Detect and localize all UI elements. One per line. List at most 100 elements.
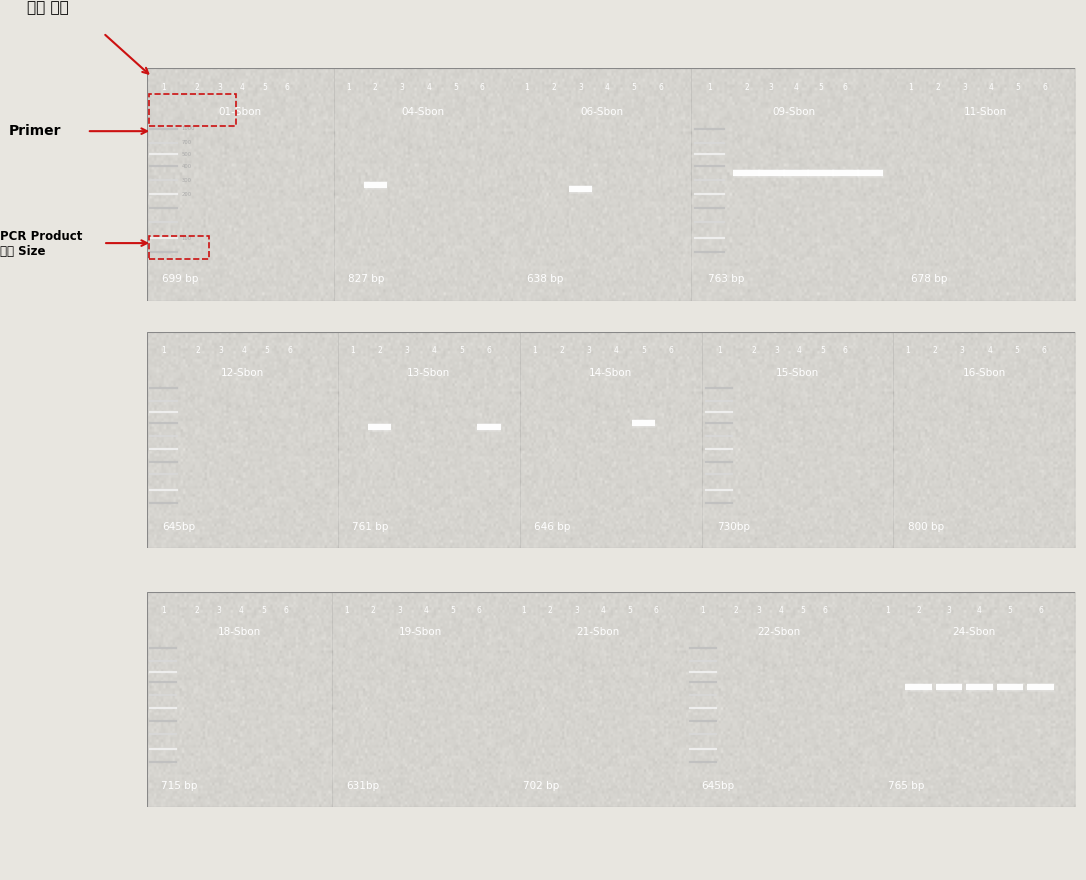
Text: 730bp: 730bp xyxy=(717,522,750,532)
Text: 15-Sbon: 15-Sbon xyxy=(775,368,819,378)
Text: 1: 1 xyxy=(717,346,721,356)
Text: 400: 400 xyxy=(181,164,191,169)
Text: 646 bp: 646 bp xyxy=(534,522,571,532)
Text: 4: 4 xyxy=(987,346,992,356)
Text: 4: 4 xyxy=(424,605,429,615)
Text: 5: 5 xyxy=(265,346,269,356)
Text: 3: 3 xyxy=(947,605,951,615)
Text: 1: 1 xyxy=(707,84,712,92)
Text: 3: 3 xyxy=(960,346,964,356)
Text: 1: 1 xyxy=(350,346,355,356)
Text: 5: 5 xyxy=(450,605,455,615)
Text: 3: 3 xyxy=(756,605,761,615)
Text: 19-Sbon: 19-Sbon xyxy=(400,627,442,637)
Text: 1: 1 xyxy=(525,84,529,92)
Text: 4: 4 xyxy=(614,346,619,356)
Text: 5: 5 xyxy=(800,605,806,615)
Text: 1000: 1000 xyxy=(181,127,194,131)
Text: 2: 2 xyxy=(744,84,749,92)
Text: 6: 6 xyxy=(843,346,848,356)
Text: 01-Sbon: 01-Sbon xyxy=(218,106,262,117)
Text: 761 bp: 761 bp xyxy=(352,522,389,532)
Text: 3: 3 xyxy=(578,84,583,92)
Text: 균주 번호: 균주 번호 xyxy=(27,0,68,15)
Text: 06-Sbon: 06-Sbon xyxy=(580,106,623,117)
Text: 5: 5 xyxy=(459,346,464,356)
Text: 765 bp: 765 bp xyxy=(888,781,924,791)
Text: 1: 1 xyxy=(162,346,166,356)
Text: 4: 4 xyxy=(601,605,605,615)
Text: 3: 3 xyxy=(769,84,773,92)
Text: 100: 100 xyxy=(181,236,191,241)
Text: 4: 4 xyxy=(605,84,609,92)
Text: 200: 200 xyxy=(181,192,191,196)
Text: 5: 5 xyxy=(641,346,646,356)
Text: 6: 6 xyxy=(1038,605,1043,615)
Text: 6: 6 xyxy=(669,346,673,356)
Text: 3: 3 xyxy=(397,605,402,615)
Text: 2: 2 xyxy=(194,84,200,92)
Text: 5: 5 xyxy=(820,346,824,356)
Text: 6: 6 xyxy=(658,84,664,92)
Text: 2: 2 xyxy=(370,605,376,615)
Text: 5: 5 xyxy=(453,84,458,92)
Text: 22-Sbon: 22-Sbon xyxy=(757,627,800,637)
Text: 3: 3 xyxy=(586,346,592,356)
Text: 4: 4 xyxy=(427,84,431,92)
Text: 6: 6 xyxy=(843,84,848,92)
Text: 4: 4 xyxy=(239,605,243,615)
Text: 6: 6 xyxy=(654,605,658,615)
Text: 24-Sbon: 24-Sbon xyxy=(951,627,995,637)
Text: 2: 2 xyxy=(933,346,937,356)
Text: PCR Product
예상 Size: PCR Product 예상 Size xyxy=(0,230,83,258)
Text: 6: 6 xyxy=(1041,346,1047,356)
Text: 702 bp: 702 bp xyxy=(523,781,559,791)
Text: 4: 4 xyxy=(432,346,437,356)
Text: 6: 6 xyxy=(288,346,292,356)
Text: 5: 5 xyxy=(818,84,823,92)
Text: 6: 6 xyxy=(285,84,290,92)
Text: 12-Sbon: 12-Sbon xyxy=(220,368,264,378)
Text: 645bp: 645bp xyxy=(162,522,195,532)
Text: 4: 4 xyxy=(977,605,982,615)
Text: 5: 5 xyxy=(1008,605,1012,615)
Text: 2: 2 xyxy=(752,346,756,356)
Text: 5: 5 xyxy=(263,84,267,92)
Text: 1: 1 xyxy=(906,346,910,356)
Text: 5: 5 xyxy=(261,605,266,615)
Text: 715 bp: 715 bp xyxy=(162,781,198,791)
Text: 5: 5 xyxy=(632,84,636,92)
Text: 4: 4 xyxy=(240,84,244,92)
Text: 2: 2 xyxy=(935,84,940,92)
Text: 3: 3 xyxy=(404,346,409,356)
Text: 6: 6 xyxy=(823,605,828,615)
Text: 1: 1 xyxy=(886,605,891,615)
Bar xyxy=(149,236,209,260)
Text: 2: 2 xyxy=(195,346,201,356)
Text: 5: 5 xyxy=(1015,84,1021,92)
Text: 4: 4 xyxy=(779,605,783,615)
Text: 1: 1 xyxy=(161,605,166,615)
Text: 18-Sbon: 18-Sbon xyxy=(218,627,261,637)
Text: 3: 3 xyxy=(218,346,224,356)
Text: 2: 2 xyxy=(552,84,556,92)
Text: 4: 4 xyxy=(794,84,798,92)
Bar xyxy=(149,94,236,127)
Text: 1: 1 xyxy=(161,84,166,92)
Text: 1: 1 xyxy=(521,605,526,615)
Text: 14-Sbon: 14-Sbon xyxy=(590,368,632,378)
Text: 678 bp: 678 bp xyxy=(911,274,947,284)
Text: 4: 4 xyxy=(797,346,801,356)
Text: 11-Sbon: 11-Sbon xyxy=(964,106,1008,117)
Text: 6: 6 xyxy=(487,346,491,356)
Text: 1: 1 xyxy=(909,84,913,92)
Text: 21-Sbon: 21-Sbon xyxy=(576,627,619,637)
Text: 300: 300 xyxy=(181,178,191,183)
Text: 763 bp: 763 bp xyxy=(708,274,744,284)
Text: 3: 3 xyxy=(400,84,404,92)
Text: 2: 2 xyxy=(917,605,921,615)
Text: 700: 700 xyxy=(181,140,191,145)
Text: 5: 5 xyxy=(1014,346,1020,356)
Text: 1: 1 xyxy=(532,346,536,356)
Text: 5: 5 xyxy=(627,605,632,615)
